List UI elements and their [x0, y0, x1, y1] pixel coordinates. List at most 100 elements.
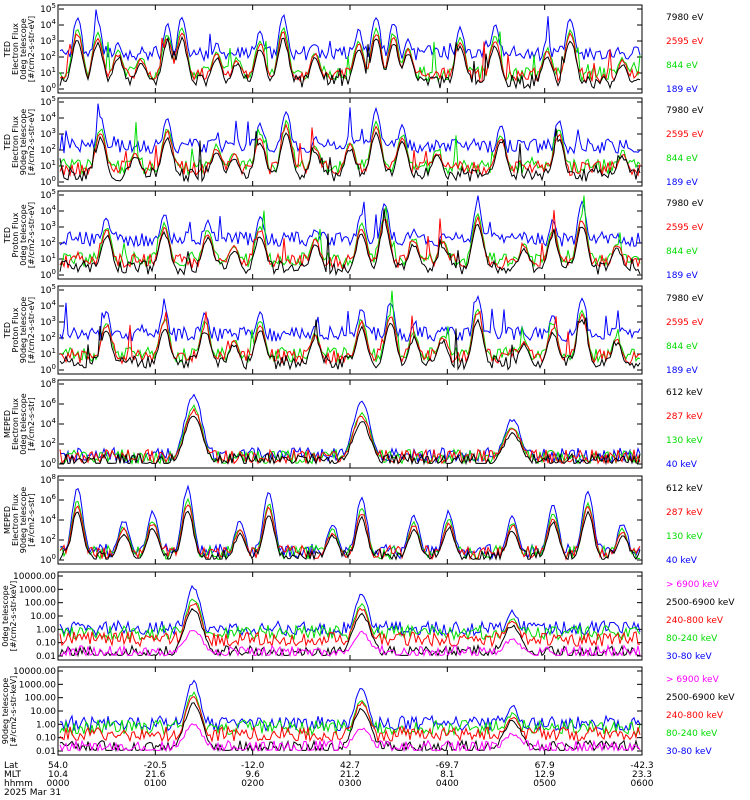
axis-row-value: 0000: [47, 779, 70, 789]
y-tick-label: 10000.00: [13, 572, 56, 582]
y-axis-title: MEPED: [3, 410, 12, 438]
y-tick-label: 102: [40, 437, 56, 450]
y-axis-title: TED: [3, 227, 12, 244]
y-axis-title: [#/cm2-s-str-keV]: [9, 581, 18, 652]
y-axis-title: Electron Flux: [11, 116, 20, 168]
legend-entry: 7980 eV: [666, 106, 704, 116]
legend-entry: 30-80 keV: [666, 652, 712, 662]
y-tick-label: 102: [40, 143, 56, 156]
axis-row-label: hhmm: [4, 779, 33, 789]
y-axis-title: [#/cm2-s-str]: [27, 493, 36, 546]
series-2595-ev: [59, 210, 641, 270]
y-axis-title: Proton Flux: [11, 307, 20, 352]
panel-6: 100 102 104 106 108 MEPED Electron Flux 90deg t…: [3, 473, 703, 566]
y-tick-label: 100: [40, 175, 56, 188]
y-tick-label: 100: [40, 363, 56, 376]
panel-2: 100 101 102 103 104 105 TED Electron Flux 90deg …: [3, 95, 704, 188]
panel-4: 100 101 102 103 104 105 TED Proton Flux 90deg te…: [3, 283, 704, 376]
axis-row-value: 10.4: [48, 770, 68, 780]
series-7980-ev: [59, 208, 641, 277]
y-axis-title: TED: [3, 41, 12, 58]
axis-row-value: -20.5: [144, 761, 167, 771]
series-844-ev: [59, 290, 641, 364]
y-tick-label: 1.00: [36, 720, 56, 730]
y-axis-title: Proton Flux: [11, 212, 20, 257]
series-130-kev: [59, 404, 641, 466]
y-tick-label: 108: [40, 377, 56, 390]
y-tick-label: 101: [40, 66, 56, 79]
y-tick-label: 0.10: [36, 734, 56, 744]
legend-entry: 80-240 keV: [666, 729, 718, 739]
y-tick-label: 0.01: [36, 747, 56, 757]
y-axis-title: 0deg telescope: [19, 393, 28, 454]
y-axis-title: 0deg telescope: [1, 585, 10, 646]
y-tick-label: 105: [40, 2, 56, 15]
y-axis-title: 0deg telescope: [19, 18, 28, 79]
axis-row-value: 0600: [631, 779, 654, 789]
legend-entry: 7980 eV: [666, 13, 704, 23]
legend-entry: 189 eV: [666, 178, 699, 188]
y-tick-label: 106: [40, 397, 56, 410]
y-tick-label: 10.00: [30, 707, 56, 717]
y-axis-title: [#/cm2-s-str-eV]: [27, 109, 36, 175]
axis-row-value: 54.0: [48, 761, 68, 771]
series-612-kev: [59, 510, 641, 562]
axis-row-value: -42.3: [630, 761, 653, 771]
y-axis-title: 90deg telescope: [19, 297, 28, 364]
legend-entry: 2500-6900 keV: [666, 693, 735, 703]
y-tick-label: 10.00: [30, 612, 56, 622]
y-tick-label: 1000.00: [19, 585, 56, 595]
axis-row-label: MLT: [4, 770, 22, 780]
y-axis-title: 0deg telescope: [19, 204, 28, 265]
legend-entry: 612 keV: [666, 484, 703, 494]
axis-row-label: Lat: [4, 761, 19, 771]
axis-row-value: 21.2: [340, 770, 360, 780]
legend-entry: > 6900 keV: [666, 675, 720, 685]
y-tick-label: 1000.00: [19, 680, 56, 690]
series-189-ev: [59, 294, 641, 342]
series-240-800-kev: [59, 695, 641, 743]
y-tick-label: 104: [40, 111, 56, 124]
y-tick-label: 101: [40, 159, 56, 172]
y-tick-label: 104: [40, 299, 56, 312]
legend-entry: 7980 eV: [666, 294, 704, 304]
series-189-ev: [59, 9, 641, 63]
y-tick-label: 0.01: [36, 652, 56, 662]
y-tick-label: 100: [40, 268, 56, 281]
panel-7: 10000.00 1000.00 100.00 10.00 1.00 0.10 0.01 0d…: [1, 571, 735, 662]
series-189-ev: [59, 103, 641, 155]
y-tick-label: 10000.00: [13, 667, 56, 677]
y-tick-label: 108: [40, 473, 56, 486]
y-axis-title: 90deg telescope: [1, 678, 10, 745]
series--6900-kev: [59, 723, 641, 753]
y-axis-title: [#/cm2-s-str]: [27, 397, 36, 450]
axis-row-value: 12.9: [535, 770, 555, 780]
y-tick-label: 104: [40, 417, 56, 430]
legend-entry: 240-800 keV: [666, 616, 724, 626]
axis-row-value: -69.7: [436, 761, 459, 771]
series-2500-6900-kev: [59, 607, 641, 658]
legend-entry: 240-800 keV: [666, 711, 724, 721]
y-axis-title: Electron Flux: [11, 23, 20, 75]
y-tick-label: 100: [40, 82, 56, 95]
legend-entry: 844 eV: [666, 247, 699, 257]
axis-row-value: 67.9: [535, 761, 555, 771]
legend-entry: 80-240 keV: [666, 634, 718, 644]
y-tick-label: 100.00: [25, 694, 57, 704]
date-label: 2025 Mar 31: [4, 788, 61, 798]
y-tick-label: 101: [40, 347, 56, 360]
y-axis-title: 90deg telescope: [19, 487, 28, 554]
y-tick-label: 1.00: [36, 625, 56, 635]
legend-entry: 189 eV: [666, 366, 699, 376]
y-tick-label: 104: [40, 18, 56, 31]
series-612-kev: [59, 415, 641, 466]
series-189-ev: [59, 195, 641, 249]
axis-row-value: 0200: [241, 779, 264, 789]
axis-row-value: 9.6: [246, 770, 261, 780]
series-844-ev: [59, 119, 641, 176]
series-7980-ev: [59, 128, 641, 183]
y-tick-label: 105: [40, 283, 56, 296]
legend-entry: 844 eV: [666, 342, 699, 352]
series-40-kev: [59, 393, 641, 464]
